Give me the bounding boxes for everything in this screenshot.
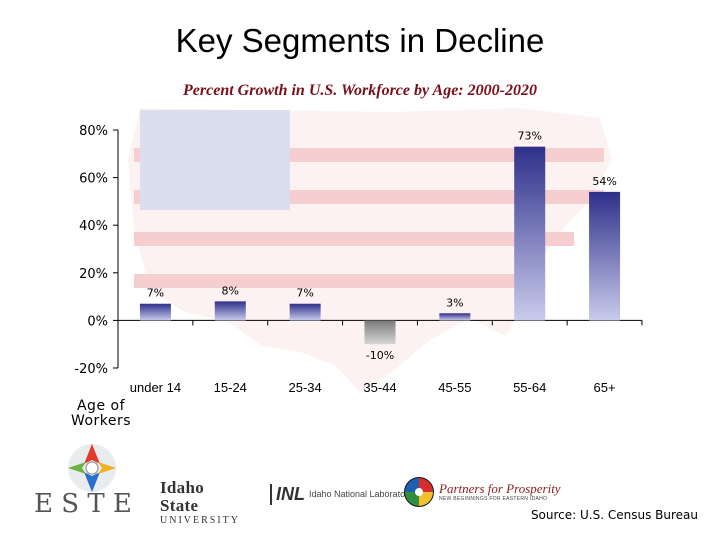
y-tick-label: 40%: [79, 219, 108, 234]
isu-logo-line1: Idaho State: [160, 478, 205, 515]
x-axis-label: Age of Workers: [70, 398, 132, 429]
inl-mark: INL: [270, 483, 305, 505]
bar-data-label: -10%: [366, 349, 394, 362]
y-tick-label: 60%: [79, 172, 108, 187]
chart-bars: 7% 8% 7% -10% 3% 73% 54%: [139, 130, 621, 362]
estec-logo: E S T E C: [34, 444, 140, 519]
bar-data-label: 73%: [517, 130, 541, 143]
bar-45-55: [439, 313, 471, 321]
y-tick-label: 20%: [79, 267, 108, 282]
source-note: Source: U.S. Census Bureau: [530, 508, 698, 522]
y-tick-label: 80%: [79, 124, 108, 139]
inl-text: Idaho National Laboratory: [309, 489, 413, 499]
chart-subtitle: Percent Growth in U.S. Workforce by Age:…: [183, 82, 537, 99]
estec-wordmark: E S T E C: [34, 489, 140, 519]
slide-title: Key Segments in Decline: [175, 22, 545, 59]
bar-data-label: 7%: [296, 287, 313, 300]
bar-data-label: 54%: [592, 175, 616, 188]
x-tick-label: 25-34: [289, 380, 322, 395]
x-tick-label: 65+: [594, 380, 616, 395]
x-tick-label: under 14: [130, 380, 181, 395]
bar-15-24: [214, 301, 246, 321]
partners-logo-line2: NEW BEGINNINGS FOR EASTERN IDAHO: [439, 496, 548, 502]
y-tick-label: -20%: [74, 362, 108, 377]
bar-under-14: [139, 303, 171, 321]
x-tick-label: 15-24: [214, 380, 247, 395]
bar-55-64: [514, 146, 546, 321]
bar-35-44: [364, 320, 396, 345]
footer-divider: [0, 532, 720, 533]
bar-data-label: 8%: [222, 284, 239, 297]
estec-emblem-icon: [68, 444, 116, 492]
x-tick-label: 35-44: [363, 380, 396, 395]
partners-logo-line1: Partners for Prosperity: [439, 481, 561, 496]
partners-emblem-icon: [404, 477, 434, 507]
bar-data-label: 7%: [147, 287, 164, 300]
x-tick-label: 45-55: [438, 380, 471, 395]
isu-logo: Idaho State UNIVERSITY: [160, 479, 246, 527]
bar-65plus: [589, 191, 621, 321]
y-tick-label: 0%: [87, 314, 108, 329]
inl-logo: INL Idaho National Laboratory: [270, 482, 413, 506]
bar-chart: -20% 0% 20% 40% 60% 80% under 14 15-24 25-34 35-4…: [74, 108, 643, 395]
isu-logo-line2: UNIVERSITY: [160, 515, 240, 526]
partners-for-prosperity-logo: Partners for Prosperity NEW BEGINNINGS F…: [403, 476, 561, 508]
x-tick-label: 55-64: [513, 380, 546, 395]
bar-25-34: [289, 303, 321, 321]
us-flag-map-background: [128, 108, 612, 392]
bar-data-label: 3%: [446, 296, 463, 309]
